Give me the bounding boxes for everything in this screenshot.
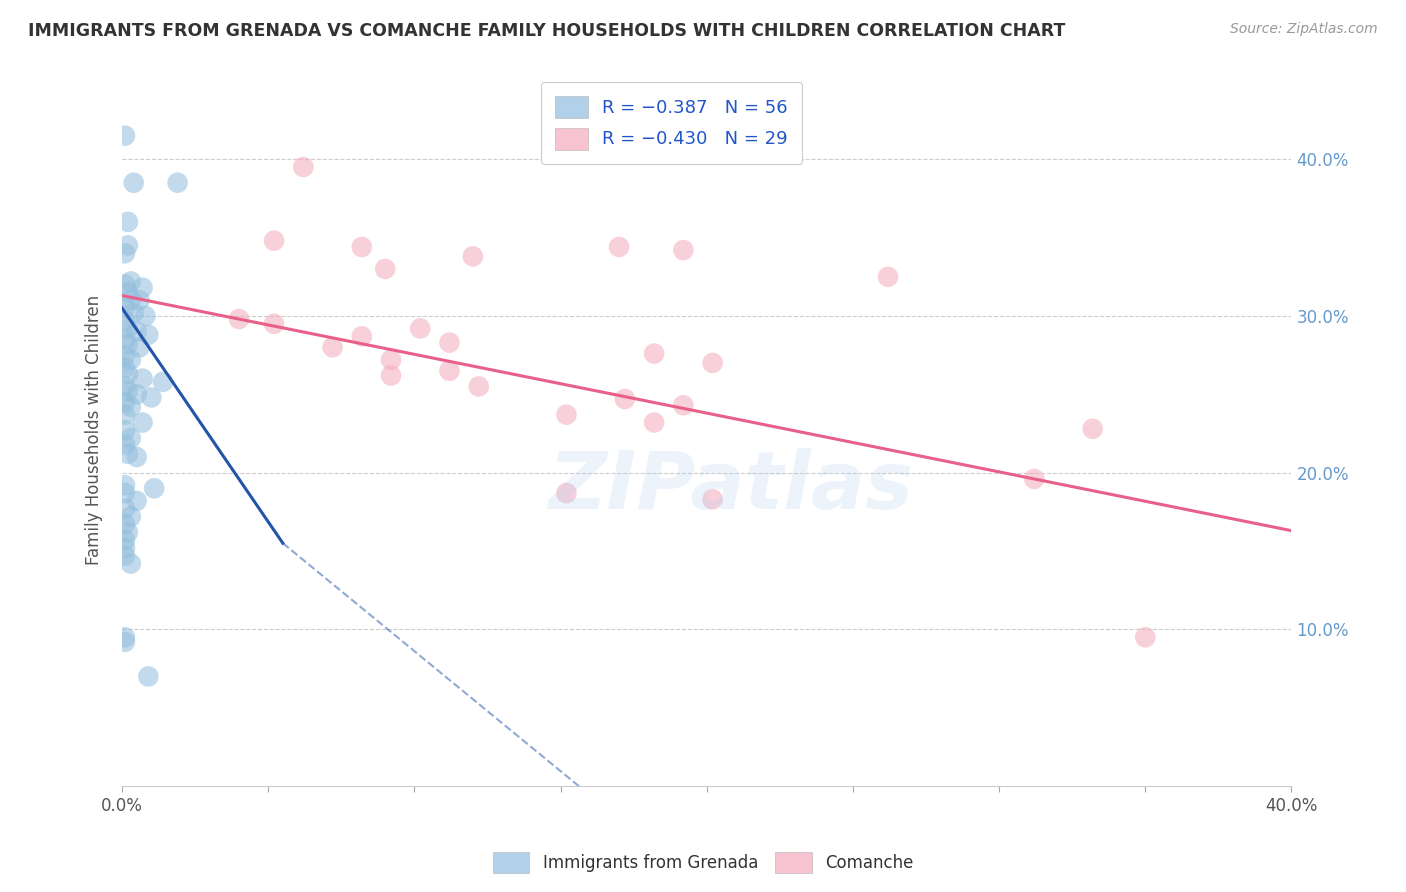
Point — [672, 243, 695, 257]
Point — [117, 238, 139, 252]
Point — [263, 234, 285, 248]
Point — [643, 416, 665, 430]
Point — [607, 240, 630, 254]
Point — [263, 317, 285, 331]
Point — [114, 549, 136, 563]
Point — [138, 327, 160, 342]
Point — [114, 423, 136, 437]
Legend: R = −0.387   N = 56, R = −0.430   N = 29: R = −0.387 N = 56, R = −0.430 N = 29 — [541, 82, 803, 164]
Point — [350, 240, 373, 254]
Point — [702, 356, 724, 370]
Point — [374, 261, 396, 276]
Point — [114, 277, 136, 292]
Point — [125, 450, 148, 464]
Point — [152, 375, 174, 389]
Point — [114, 246, 136, 260]
Point — [114, 313, 136, 327]
Point — [228, 312, 250, 326]
Point — [120, 293, 142, 308]
Point — [467, 379, 489, 393]
Point — [555, 408, 578, 422]
Point — [380, 368, 402, 383]
Point — [166, 176, 188, 190]
Point — [114, 408, 136, 422]
Point — [114, 517, 136, 532]
Point — [117, 367, 139, 381]
Point — [117, 525, 139, 540]
Point — [409, 321, 432, 335]
Point — [120, 557, 142, 571]
Point — [702, 492, 724, 507]
Point — [117, 447, 139, 461]
Point — [1024, 472, 1046, 486]
Point — [128, 293, 150, 308]
Y-axis label: Family Households with Children: Family Households with Children — [86, 294, 103, 565]
Point — [122, 306, 145, 320]
Point — [461, 249, 484, 263]
Point — [117, 337, 139, 351]
Point — [114, 501, 136, 516]
Point — [125, 325, 148, 339]
Point — [350, 329, 373, 343]
Point — [439, 335, 461, 350]
Point — [1135, 630, 1157, 644]
Point — [134, 309, 156, 323]
Point — [114, 478, 136, 492]
Point — [120, 400, 142, 414]
Point — [141, 391, 163, 405]
Point — [117, 215, 139, 229]
Point — [117, 384, 139, 399]
Point — [877, 269, 900, 284]
Point — [643, 346, 665, 360]
Legend: Immigrants from Grenada, Comanche: Immigrants from Grenada, Comanche — [486, 846, 920, 880]
Point — [114, 360, 136, 375]
Point — [143, 481, 166, 495]
Point — [114, 437, 136, 451]
Point — [114, 395, 136, 409]
Point — [114, 541, 136, 555]
Point — [380, 352, 402, 367]
Point — [322, 340, 344, 354]
Point — [117, 285, 139, 300]
Point — [1081, 422, 1104, 436]
Point — [128, 340, 150, 354]
Point — [120, 431, 142, 445]
Point — [120, 275, 142, 289]
Point — [114, 533, 136, 547]
Text: Source: ZipAtlas.com: Source: ZipAtlas.com — [1230, 22, 1378, 37]
Point — [120, 352, 142, 367]
Point — [114, 486, 136, 500]
Point — [131, 371, 153, 385]
Point — [292, 160, 315, 174]
Point — [555, 486, 578, 500]
Point — [125, 494, 148, 508]
Point — [117, 321, 139, 335]
Point — [114, 348, 136, 362]
Point — [125, 387, 148, 401]
Point — [122, 176, 145, 190]
Point — [131, 416, 153, 430]
Point — [114, 630, 136, 644]
Text: ZIPatlas: ZIPatlas — [548, 448, 912, 525]
Point — [613, 392, 636, 406]
Point — [114, 301, 136, 315]
Point — [120, 509, 142, 524]
Point — [114, 128, 136, 143]
Point — [114, 635, 136, 649]
Text: IMMIGRANTS FROM GRENADA VS COMANCHE FAMILY HOUSEHOLDS WITH CHILDREN CORRELATION : IMMIGRANTS FROM GRENADA VS COMANCHE FAMI… — [28, 22, 1066, 40]
Point — [114, 333, 136, 347]
Point — [138, 669, 160, 683]
Point — [439, 364, 461, 378]
Point — [114, 379, 136, 393]
Point — [131, 281, 153, 295]
Point — [672, 398, 695, 412]
